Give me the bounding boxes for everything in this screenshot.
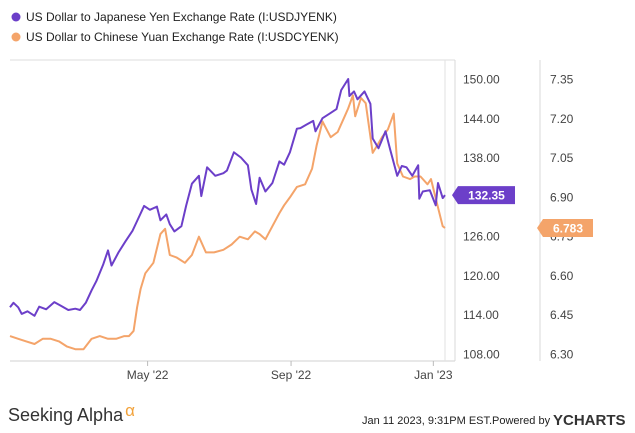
powered-by: Powered by [492,415,551,427]
plot-area [10,59,541,362]
x-tick-label: Jan '23 [414,368,453,382]
right-tick-label: 6.60 [550,269,574,283]
legend: US Dollar to Japanese Yen Exchange Rate … [11,10,339,44]
left-tick-label: 108.00 [463,347,500,361]
left-tick-label: 120.00 [463,269,500,283]
footer: Seeking Alpha α Jan 11 2023, 9:31PM EST. … [8,401,626,429]
series-layer [9,78,446,351]
last-value-label: 132.35 [468,189,505,203]
brand-name: Seeking Alpha [8,405,124,425]
last-value-badge [537,219,593,238]
series-line-jpy [9,78,446,317]
x-axis: May '22 Sep '22 Jan '23 [127,361,453,382]
legend-swatch-jpy [11,12,21,22]
provider-logo[interactable]: YCHARTS [553,412,626,429]
right-tick-label: 6.90 [550,190,574,204]
left-tick-label: 138.00 [463,151,500,165]
last-value-jpy: 132.35 [452,186,515,205]
left-tick-label: 150.00 [463,73,500,87]
left-y-axis: 150.00144.00138.00132.00126.00120.00114.… [463,73,500,362]
brand-alpha-mark: α [125,401,135,420]
left-tick-label: 114.00 [463,308,499,322]
left-tick-label: 144.00 [463,112,500,126]
last-value-badge [452,186,515,205]
brand-logo[interactable]: Seeking Alpha α [8,401,135,425]
last-value-labels: 132.35 6.783 [452,186,593,238]
last-value-cny: 6.783 [537,219,593,238]
legend-item-jpy[interactable]: US Dollar to Japanese Yen Exchange Rate … [11,10,337,24]
right-tick-label: 7.20 [550,112,574,126]
left-tick-label: 126.00 [463,230,500,244]
right-tick-label: 7.35 [550,73,574,87]
x-tick-label: Sep '22 [271,368,312,382]
legend-label-cny: US Dollar to Chinese Yuan Exchange Rate … [26,30,339,44]
legend-item-cny[interactable]: US Dollar to Chinese Yuan Exchange Rate … [11,30,339,44]
right-tick-label: 6.45 [550,308,574,322]
right-tick-label: 6.30 [550,347,574,361]
legend-swatch-cny [11,32,21,42]
timestamp: Jan 11 2023, 9:31PM EST. [362,415,492,427]
right-tick-label: 7.05 [550,151,574,165]
x-tick-label: May '22 [127,368,169,382]
last-value-label: 6.783 [553,222,583,236]
right-y-axis: 7.357.207.056.906.756.606.456.30 [550,73,574,362]
series-line-cny [9,94,446,351]
legend-label-jpy: US Dollar to Japanese Yen Exchange Rate … [26,10,337,24]
